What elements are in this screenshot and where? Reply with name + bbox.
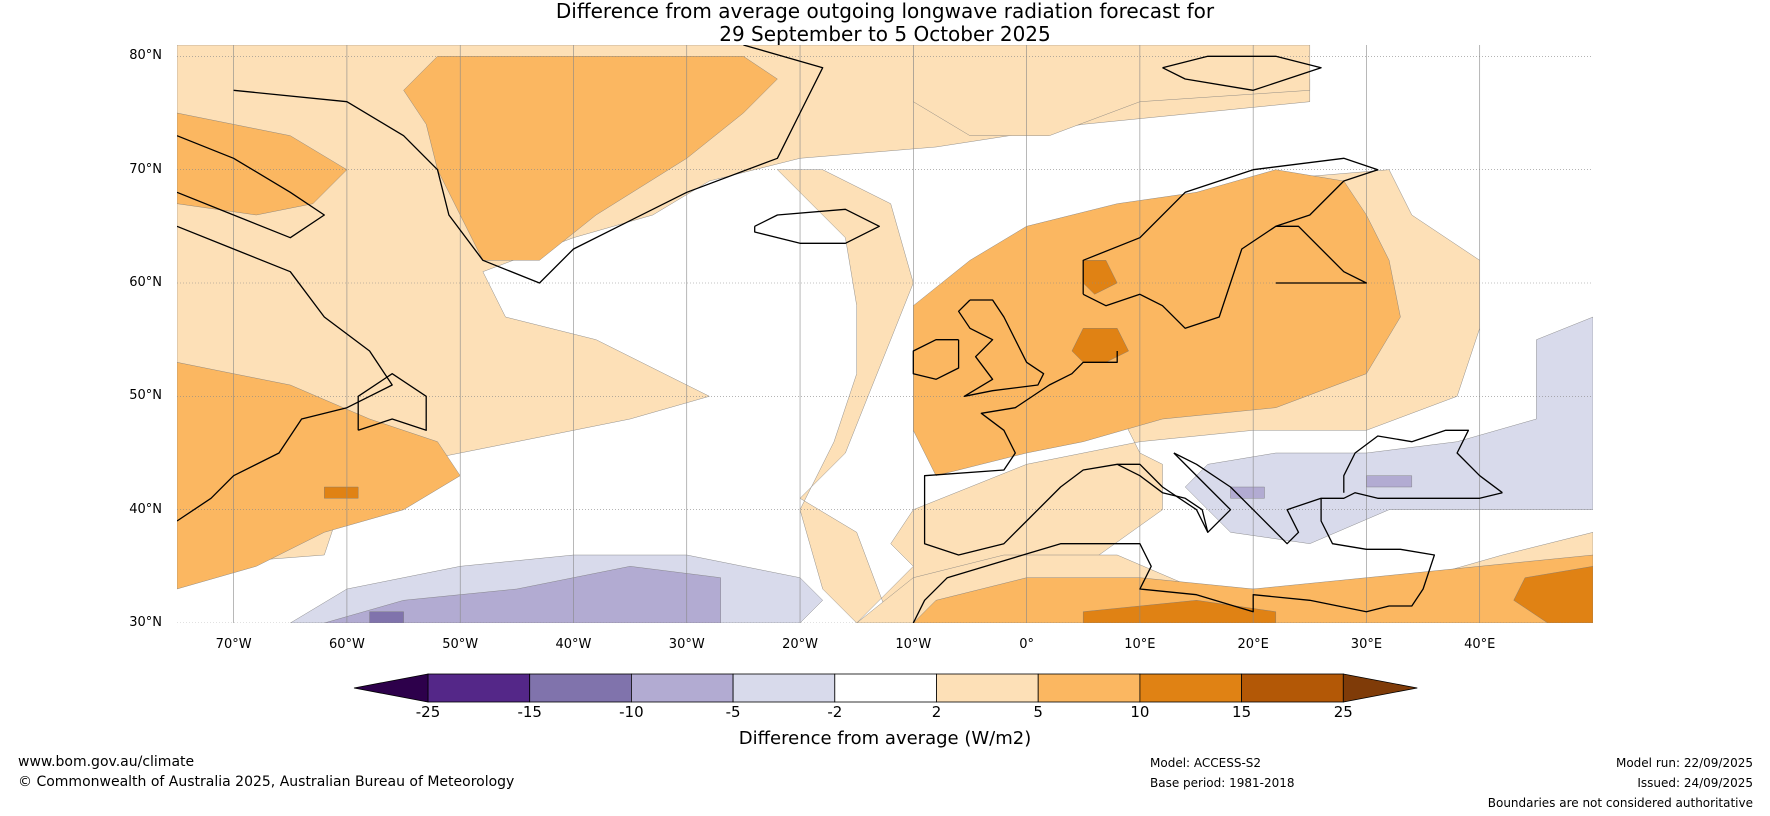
- colorbar-segment--5-to--2: [732, 673, 836, 703]
- svalbard-coast: [1162, 55, 1322, 91]
- colorbar-over-arrow: [1342, 673, 1418, 703]
- balkan-coast: [1173, 452, 1503, 545]
- lat-label-40: 40°N: [129, 501, 162, 517]
- western-europe-coast: [923, 351, 1232, 556]
- dark-orange-sahara-east: [1513, 566, 1593, 623]
- lon-label--10: 10°W: [895, 637, 932, 652]
- lat-label-80: 80°N: [129, 48, 162, 64]
- colorbar-segment-10-to-15: [1139, 673, 1243, 703]
- title-line-2: 29 September to 5 October 2025: [719, 22, 1051, 46]
- iceland-coast: [754, 208, 880, 244]
- lon-label--30: 30°W: [668, 637, 705, 652]
- website-link[interactable]: www.bom.gov.au/climate: [18, 754, 195, 770]
- dark-orange-atlantic-spot: [324, 486, 359, 499]
- colorbar-segment--10-to--5: [631, 673, 734, 703]
- lon-label--60: 60°W: [328, 637, 365, 652]
- ireland-coast: [912, 339, 960, 380]
- lon-label--50: 50°W: [442, 637, 479, 652]
- medium-orange-greenland: [403, 56, 778, 261]
- lon-label--40: 40°W: [555, 637, 592, 652]
- colorbar-segment-5-to-10: [1037, 673, 1141, 703]
- newfoundland-coast: [357, 373, 427, 431]
- italy-west-coast: [1116, 463, 1209, 533]
- colorbar-tick-5: 5: [1033, 703, 1043, 721]
- colorbar-tick-10: 10: [1130, 703, 1150, 721]
- colorbar-tick--15: -15: [517, 703, 542, 721]
- colorbar-segment-15-to-25: [1241, 673, 1344, 703]
- north-america-coast: [177, 225, 393, 522]
- colorbar-tick--25: -25: [415, 703, 441, 721]
- lon-label--70: 70°W: [215, 637, 252, 652]
- baffin-coast: [177, 135, 325, 239]
- lon-label--20: 20°W: [782, 637, 818, 652]
- colorbar-tick--5: -5: [725, 703, 741, 721]
- colorbar-tick-2: 2: [931, 703, 942, 721]
- colorbar-tick--10: -10: [619, 703, 644, 721]
- lon-label-20: 20°E: [1237, 637, 1269, 652]
- title-line-1: Difference from average outgoing longwav…: [555, 0, 1215, 23]
- dark-purple-atlantic: [369, 611, 404, 623]
- colorbar-under-arrow: [353, 673, 429, 703]
- base-period: Base period: 1981-2018: [1150, 776, 1295, 790]
- light-purple-east-europe: [1184, 316, 1593, 544]
- lon-label-30: 30°E: [1350, 637, 1383, 652]
- colorbar-segment--15-to--10: [529, 673, 632, 703]
- copyright-text: © Commonwealth of Australia 2025, Austra…: [18, 774, 515, 790]
- colorbar-label: Difference from average (W/m2): [738, 728, 1032, 749]
- chart-title: Difference from average outgoing longwav…: [0, 0, 1770, 46]
- lat-label-70: 70°N: [129, 161, 162, 177]
- greenland-coast: [233, 45, 824, 284]
- north-africa-coast: [912, 498, 1436, 623]
- black-sea-coast: [1343, 429, 1503, 494]
- colorbar-tick-15: 15: [1232, 703, 1252, 721]
- colorbar-segment--2-to-2: [834, 673, 937, 703]
- scandinavia-coast: [1082, 157, 1379, 329]
- model-name: Model: ACCESS-S2: [1150, 756, 1262, 770]
- map-canvas: [177, 45, 1593, 623]
- lat-label-50: 50°N: [129, 388, 162, 404]
- lat-label-60: 60°N: [129, 275, 162, 290]
- lon-label-0: 0°: [1019, 637, 1034, 652]
- colorbar-segment-2-to-5: [936, 673, 1039, 703]
- light-orange-arctic: [913, 45, 1311, 136]
- lon-label-40: 40°E: [1464, 637, 1496, 652]
- dark-orange-sahara-central: [1083, 600, 1277, 623]
- issued-date: Issued: 24/09/2025: [1637, 776, 1753, 790]
- lon-label-10: 10°E: [1124, 637, 1156, 652]
- medium-purple-turkey: [1366, 475, 1413, 488]
- baltic-finland-coast: [1275, 225, 1368, 284]
- lat-label-30: 30°N: [129, 615, 162, 630]
- great-britain-coast: [957, 299, 1045, 397]
- colorbar-tick--2: -2: [827, 703, 843, 721]
- map-panel: [177, 45, 1593, 623]
- medium-purple-atlantic: [324, 566, 721, 623]
- medium-orange-canada-north: [177, 112, 348, 216]
- colorbar-tick-25: 25: [1333, 703, 1353, 721]
- model-run: Model run: 22/09/2025: [1615, 756, 1753, 770]
- colorbar-segment--25-to--15: [427, 673, 531, 703]
- boundaries-disclaimer: Boundaries are not considered authoritat…: [1487, 796, 1753, 810]
